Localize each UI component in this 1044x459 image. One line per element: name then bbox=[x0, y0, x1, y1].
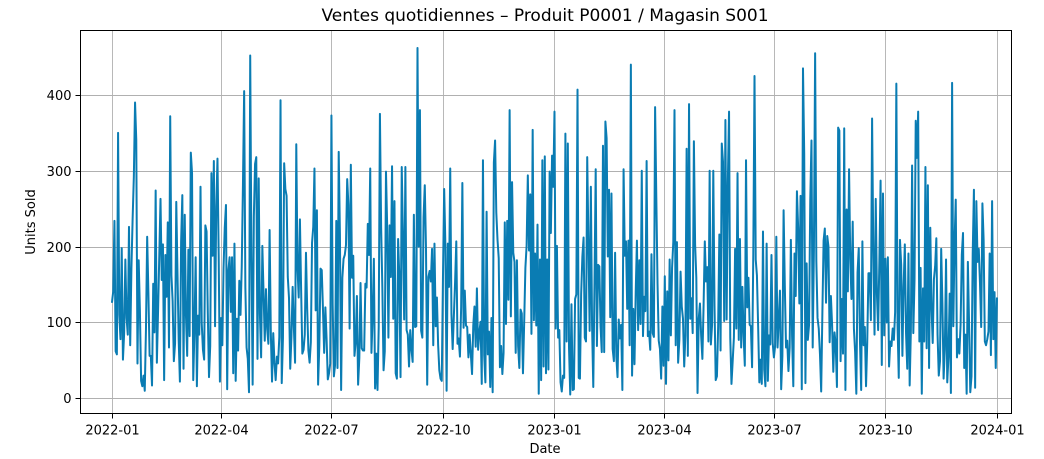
series-line bbox=[111, 46, 998, 396]
x-tick-label: 2024-01 bbox=[970, 424, 1024, 439]
x-tick-label: 2023-07 bbox=[747, 424, 801, 439]
x-tick-label: 2022-10 bbox=[416, 424, 470, 439]
y-tick-label: 300 bbox=[47, 165, 72, 180]
series-layer bbox=[111, 46, 998, 396]
x-tick-label: 2022-04 bbox=[194, 424, 248, 439]
y-axis-label: Units Sold bbox=[24, 189, 39, 254]
chart-title: Ventes quotidiennes – Produit P0001 / Ma… bbox=[321, 6, 768, 26]
y-tick-label: 0 bbox=[63, 392, 71, 407]
plot-frame bbox=[80, 30, 1012, 414]
y-tick-label: 100 bbox=[47, 316, 72, 331]
x-tick-label: 2022-07 bbox=[304, 424, 358, 439]
x-tick-label: 2023-01 bbox=[527, 424, 581, 439]
x-axis: 2022-01 2022-04 2022-07 2022-10 2023-01 2023-… bbox=[85, 413, 1025, 439]
x-tick-label: 2023-10 bbox=[858, 424, 912, 439]
x-tick-label: 2022-01 bbox=[85, 424, 139, 439]
x-tick-label: 2023-04 bbox=[637, 424, 691, 439]
x-axis-label: Date bbox=[529, 442, 560, 457]
y-tick-label: 200 bbox=[47, 241, 72, 256]
y-axis: 0 100 200 300 400 bbox=[47, 89, 81, 407]
y-tick-label: 400 bbox=[47, 89, 72, 104]
